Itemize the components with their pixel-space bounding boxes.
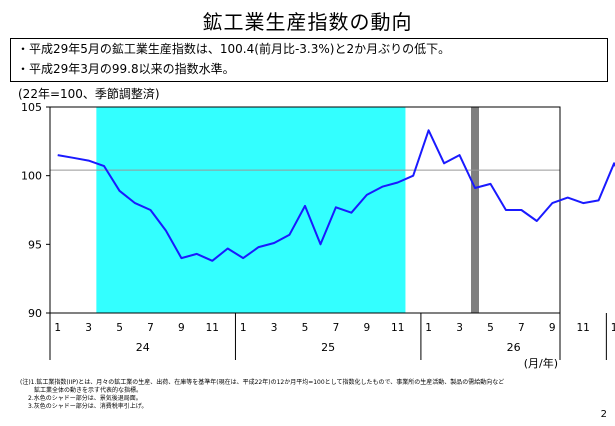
- x-tick-label: 7: [147, 322, 154, 334]
- x-tick-label: 7: [333, 322, 340, 334]
- x-tick-label: 7: [518, 322, 525, 334]
- footnote-line: 3.灰色のシャドー部分は、消費税率引上げ。: [28, 402, 147, 410]
- page-title: 鉱工業生産指数の動向: [202, 10, 413, 34]
- y-tick-label: 90: [28, 307, 42, 320]
- x-tick-label: 3: [85, 322, 92, 334]
- plot-frame: [49, 106, 561, 314]
- x-tick-label: 9: [363, 322, 370, 334]
- x-tick-label: 1: [240, 322, 247, 334]
- x-tick-label: 5: [116, 322, 123, 334]
- index-series-line: [57, 129, 615, 262]
- x-tick-label: 1: [425, 322, 432, 334]
- page-number: 2: [600, 409, 607, 420]
- footnote-line: 2.水色のシャドー部分は、景気後退局面。: [28, 394, 142, 402]
- x-tick-label: 3: [456, 322, 463, 334]
- footnote-line: 鉱工業全体の動きを示す代表的な指標。: [34, 386, 142, 394]
- x-tick-label: 9: [178, 322, 185, 334]
- x-tick-label: 1: [611, 322, 615, 334]
- y-tick-label: 100: [21, 170, 42, 183]
- x-tick-label: 5: [487, 322, 494, 334]
- tax-increase-shade: [471, 107, 479, 313]
- month-axis-unit: (月/年): [524, 356, 558, 370]
- x-tick-label: 9: [549, 322, 556, 334]
- recession-shade: [96, 107, 406, 313]
- year-label: 25: [321, 341, 335, 354]
- y-tick-label: 95: [28, 238, 42, 251]
- x-tick-label: 1: [54, 322, 61, 334]
- summary-line-2: ・平成29年3月の99.8以来の指数水準。: [17, 62, 235, 76]
- unit-label: (22年=100、季節調整済): [18, 87, 160, 101]
- summary-box: ・平成29年5月の鉱工業生産指数は、100.4(前月比-3.3%)と2か月ぶりの…: [10, 38, 608, 82]
- year-label: 26: [507, 341, 521, 354]
- x-tick-label: 11: [576, 322, 589, 334]
- x-tick-label: 3: [271, 322, 278, 334]
- year-label: 24: [136, 341, 150, 354]
- x-tick-label: 11: [391, 322, 404, 334]
- x-tick-label: 11: [206, 322, 219, 334]
- footnote-line: (注)1.鉱工業指数(IIP)とは、月々の鉱工業の生産、出荷、在庫等を基準年(現…: [20, 378, 504, 386]
- y-tick-label: 105: [21, 101, 42, 114]
- x-tick-label: 5: [302, 322, 309, 334]
- summary-line-1: ・平成29年5月の鉱工業生産指数は、100.4(前月比-3.3%)と2か月ぶりの…: [17, 42, 451, 56]
